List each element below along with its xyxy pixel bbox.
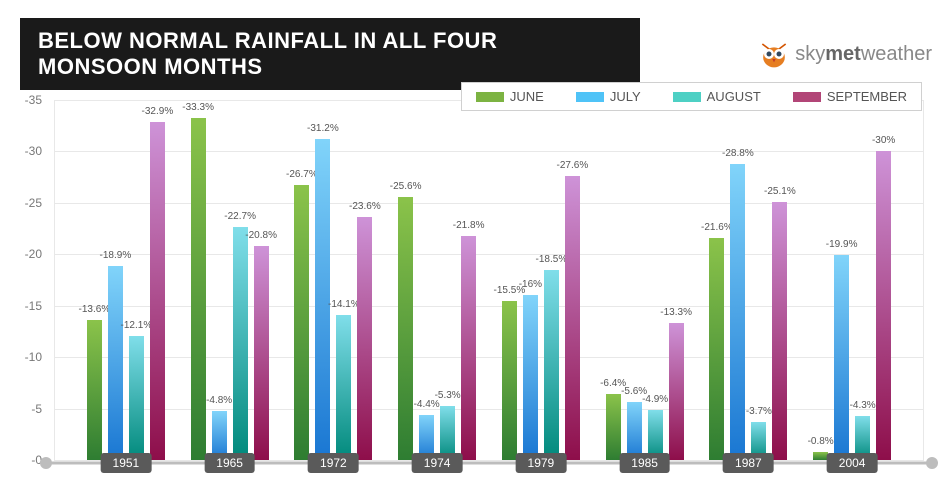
x-baseline bbox=[46, 462, 932, 465]
bar: -13.6% bbox=[87, 320, 102, 460]
bar-value-label: -19.9% bbox=[826, 239, 858, 250]
x-tick-label: 1972 bbox=[308, 453, 359, 473]
bar: -18.9% bbox=[108, 266, 123, 460]
x-tick-label: 1951 bbox=[101, 453, 152, 473]
legend-item: JULY bbox=[576, 89, 641, 104]
bar-value-label: -32.9% bbox=[142, 106, 174, 117]
bar-value-label: -33.3% bbox=[182, 102, 214, 113]
bar: -19.9% bbox=[834, 255, 849, 460]
bar-value-label: -12.1% bbox=[121, 320, 153, 331]
bar: -21.8% bbox=[461, 236, 476, 460]
x-axis-endcap bbox=[40, 457, 52, 469]
y-tick-label: -35 bbox=[25, 93, 42, 107]
x-tick-label: 1985 bbox=[619, 453, 670, 473]
bar-value-label: -3.7% bbox=[746, 406, 772, 417]
bars-layer: -13.6%-18.9%-12.1%-32.9%-33.3%-4.8%-22.7… bbox=[54, 100, 924, 460]
bar: -23.6% bbox=[357, 217, 372, 460]
bar: -30% bbox=[876, 151, 891, 460]
plot-area: -13.6%-18.9%-12.1%-32.9%-33.3%-4.8%-22.7… bbox=[54, 100, 924, 460]
bar-value-label: -21.6% bbox=[701, 222, 733, 233]
bar: -25.6% bbox=[398, 197, 413, 460]
bar: -14.1% bbox=[336, 315, 351, 460]
x-axis-endcap bbox=[926, 457, 938, 469]
bar-value-label: -20.8% bbox=[245, 230, 277, 241]
y-tick-label: -5 bbox=[31, 402, 42, 416]
bar-value-label: -27.6% bbox=[557, 160, 589, 171]
bar-value-label: -22.7% bbox=[224, 211, 256, 222]
bar: -12.1% bbox=[129, 336, 144, 460]
bar-value-label: -16% bbox=[519, 279, 542, 290]
bar: -5.3% bbox=[440, 406, 455, 461]
chart-container: BELOW NORMAL RAINFALL IN ALL FOUR MONSOO… bbox=[0, 0, 952, 500]
bar-value-label: -31.2% bbox=[307, 123, 339, 134]
x-tick-label: 1987 bbox=[723, 453, 774, 473]
bar-value-label: -25.6% bbox=[390, 181, 422, 192]
legend-item: AUGUST bbox=[673, 89, 761, 104]
legend-label: JULY bbox=[610, 89, 641, 104]
legend-swatch bbox=[576, 92, 604, 102]
bar: -22.7% bbox=[233, 227, 248, 460]
bar-value-label: -14.1% bbox=[328, 299, 360, 310]
x-tick-label: 1979 bbox=[516, 453, 567, 473]
bar: -15.5% bbox=[502, 301, 517, 460]
legend-label: AUGUST bbox=[707, 89, 761, 104]
y-tick-label: -20 bbox=[25, 247, 42, 261]
owl-icon bbox=[757, 39, 791, 69]
bar: -28.8% bbox=[730, 164, 745, 460]
legend-item: SEPTEMBER bbox=[793, 89, 907, 104]
bar-value-label: -26.7% bbox=[286, 169, 318, 180]
y-tick-label: -15 bbox=[25, 299, 42, 313]
bar-value-label: -23.6% bbox=[349, 201, 381, 212]
bar-value-label: -4.9% bbox=[642, 394, 668, 405]
bar-value-label: -18.9% bbox=[100, 250, 132, 261]
legend-swatch bbox=[793, 92, 821, 102]
bar: -32.9% bbox=[150, 122, 165, 460]
bar: -6.4% bbox=[606, 394, 621, 460]
legend-label: SEPTEMBER bbox=[827, 89, 907, 104]
bar: -20.8% bbox=[254, 246, 269, 460]
y-tick-label: -25 bbox=[25, 196, 42, 210]
bar-value-label: -18.5% bbox=[536, 254, 568, 265]
bar-value-label: -0.8% bbox=[808, 436, 834, 447]
bar-value-label: -4.8% bbox=[206, 395, 232, 406]
chart-title: BELOW NORMAL RAINFALL IN ALL FOUR MONSOO… bbox=[20, 18, 640, 90]
legend: JUNE JULY AUGUST SEPTEMBER bbox=[461, 82, 922, 111]
legend-swatch bbox=[673, 92, 701, 102]
header: BELOW NORMAL RAINFALL IN ALL FOUR MONSOO… bbox=[20, 18, 932, 90]
bar: -27.6% bbox=[565, 176, 580, 460]
bar-value-label: -5.3% bbox=[435, 390, 461, 401]
legend-label: JUNE bbox=[510, 89, 544, 104]
bar-value-label: -25.1% bbox=[764, 186, 796, 197]
x-tick-label: 1965 bbox=[204, 453, 255, 473]
brand-text: skymetweather bbox=[795, 43, 932, 66]
bar-value-label: -13.6% bbox=[79, 304, 111, 315]
bar-value-label: -30% bbox=[872, 135, 895, 146]
bar: -18.5% bbox=[544, 270, 559, 460]
x-axis: 1951 1965 1972 1974 1979 1985 1987 2004 bbox=[54, 454, 924, 472]
bar-value-label: -4.3% bbox=[850, 400, 876, 411]
y-tick-label: -30 bbox=[25, 144, 42, 158]
bar: -26.7% bbox=[294, 185, 309, 460]
bar-value-label: -13.3% bbox=[660, 307, 692, 318]
x-tick-label: 1974 bbox=[412, 453, 463, 473]
legend-swatch bbox=[476, 92, 504, 102]
bar: -33.3% bbox=[191, 118, 206, 461]
x-tick-label: 2004 bbox=[827, 453, 878, 473]
brand-logo: skymetweather bbox=[757, 39, 932, 69]
bar: -21.6% bbox=[709, 238, 724, 460]
bar-value-label: -28.8% bbox=[722, 148, 754, 159]
y-tick-label: -10 bbox=[25, 350, 42, 364]
bar: -16% bbox=[523, 295, 538, 460]
bar: -5.6% bbox=[627, 402, 642, 460]
bar: -13.3% bbox=[669, 323, 684, 460]
legend-item: JUNE bbox=[476, 89, 544, 104]
y-axis: -0-5-10-15-20-25-30-35 bbox=[0, 100, 50, 460]
bar: -25.1% bbox=[772, 202, 787, 460]
bar-value-label: -21.8% bbox=[453, 220, 485, 231]
